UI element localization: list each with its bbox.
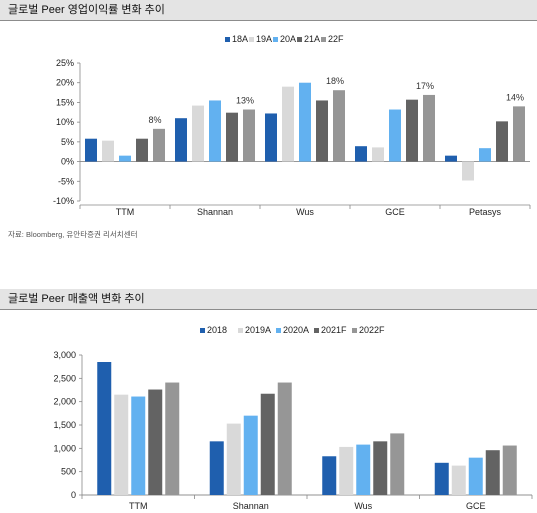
bar-2021F-Shannan (260, 393, 275, 495)
bar-2020A-Wus (356, 444, 371, 495)
bar-22F-TTM (153, 128, 165, 162)
bar-18A-Petasys (445, 155, 457, 162)
data-label: 8% (148, 115, 161, 125)
x-tick-label: TTM (129, 501, 148, 511)
y-tick-label: -10% (53, 196, 74, 206)
bar-21A-GCE (406, 99, 418, 162)
legend-swatch (352, 328, 357, 333)
bar-18A-GCE (355, 146, 367, 162)
legend-label: 2020A (283, 325, 309, 335)
legend-swatch (297, 37, 302, 42)
bar-2022F-Shannan (277, 382, 292, 495)
y-tick-label: 20% (56, 78, 74, 88)
legend-label: 2022F (359, 325, 385, 335)
source-note: 자료: Bloomberg, 유안타증권 리서치센터 (8, 230, 138, 239)
legend-label: 20A (280, 34, 296, 44)
legend-label: 2018 (207, 325, 227, 335)
bar-20A-Wus (299, 82, 311, 162)
y-tick-label: -5% (58, 176, 74, 186)
y-tick-label: 1,000 (53, 443, 76, 453)
bar-20A-GCE (389, 109, 401, 162)
bar-20A-TTM (119, 155, 131, 162)
data-label: 14% (506, 92, 524, 102)
bar-21A-Shannan (226, 112, 238, 162)
bar-2019A-Wus (339, 446, 354, 495)
legend-swatch (314, 328, 319, 333)
bar-19A-GCE (372, 147, 384, 162)
bar-20A-Petasys (479, 148, 491, 162)
legend-label: 21A (304, 34, 320, 44)
data-label: 13% (236, 96, 254, 106)
data-label: 18% (326, 76, 344, 86)
legend-swatch (225, 37, 230, 42)
bar-19A-Shannan (192, 105, 204, 162)
legend-swatch (249, 37, 254, 42)
y-tick-label: 1,500 (53, 420, 76, 430)
y-tick-label: 2,500 (53, 373, 76, 383)
legend-label: 2019A (245, 325, 271, 335)
bar-21A-TTM (136, 138, 148, 162)
bar-2020A-Shannan (243, 415, 258, 495)
y-tick-label: 2,000 (53, 397, 76, 407)
y-tick-label: 10% (56, 117, 74, 127)
bar-2020A-GCE (468, 457, 483, 495)
bar-2021F-GCE (485, 450, 500, 495)
y-tick-label: 0% (61, 157, 74, 167)
bar-21A-Wus (316, 100, 328, 162)
bar-22F-Wus (333, 90, 345, 162)
x-tick-label: Wus (296, 207, 314, 217)
bar-2019A-TTM (114, 394, 129, 495)
chart2-title: 글로벌 Peer 매출액 변화 추이 (0, 289, 537, 310)
bar-18A-Shannan (175, 118, 187, 162)
x-tick-label: Wus (354, 501, 372, 511)
bar-2018-Shannan (209, 441, 224, 495)
bar-20A-Shannan (209, 100, 221, 162)
x-tick-label: Shannan (197, 207, 233, 217)
bar-18A-TTM (85, 138, 97, 162)
legend-label: 2021F (321, 325, 347, 335)
chart1-title: 글로벌 Peer 영업이익률 변화 추이 (0, 0, 537, 21)
bar-19A-Wus (282, 86, 294, 162)
legend-label: 22F (328, 34, 344, 44)
legend-swatch (321, 37, 326, 42)
x-tick-label: Shannan (233, 501, 269, 511)
legend-swatch (200, 328, 205, 333)
y-tick-label: 5% (61, 137, 74, 147)
x-tick-label: GCE (385, 207, 405, 217)
x-tick-label: GCE (466, 501, 486, 511)
legend-label: 19A (256, 34, 272, 44)
x-tick-label: TTM (116, 207, 135, 217)
bar-18A-Wus (265, 113, 277, 162)
bar-2022F-TTM (165, 382, 180, 495)
legend-swatch (276, 328, 281, 333)
bar-2019A-Shannan (226, 423, 241, 495)
bar-22F-GCE (423, 94, 435, 162)
data-label: 17% (416, 81, 434, 91)
y-tick-label: 500 (61, 467, 76, 477)
y-tick-label: 25% (56, 58, 74, 68)
y-tick-label: 3,000 (53, 350, 76, 360)
bar-19A-Petasys (462, 161, 474, 181)
bar-21A-Petasys (496, 121, 508, 162)
legend-label: 18A (232, 34, 248, 44)
bar-2018-Wus (322, 456, 337, 495)
bar-19A-TTM (102, 140, 114, 162)
legend-swatch (238, 328, 243, 333)
bar-2020A-TTM (131, 396, 146, 495)
bar-22F-Petasys (513, 106, 525, 162)
bar-2018-GCE (434, 462, 449, 495)
revenue-chart: 2018 2019A 2020A 2021F 2022F 3,000 2,500 2,000 1… (53, 325, 533, 511)
bar-2019A-GCE (451, 465, 466, 495)
y-tick-label: 0 (71, 490, 76, 500)
bar-2022F-GCE (502, 445, 517, 495)
x-tick-label: Petasys (469, 207, 502, 217)
y-tick-label: 15% (56, 97, 74, 107)
operating-margin-chart: 18A 19A 20A 21A 22F 25% 20% 15% 10% 5% 0% -5% -10% 8%… (53, 34, 531, 217)
bar-2018-TTM (97, 362, 112, 495)
legend-swatch (273, 37, 278, 42)
bar-22F-Shannan (243, 109, 255, 162)
bar-2021F-Wus (373, 441, 388, 495)
bar-2021F-TTM (148, 389, 163, 495)
bar-2022F-Wus (390, 433, 405, 495)
